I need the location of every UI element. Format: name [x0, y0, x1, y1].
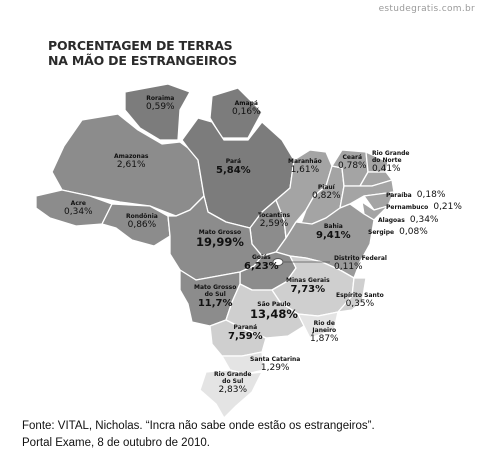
label-rn: Rio Grande do Norte 0,41% [372, 150, 410, 174]
source-line-2: Portal Exame, 8 de outubro de 2010. [22, 437, 210, 449]
label-amazonas: Amazonas 2,61% [114, 153, 149, 170]
label-pb: Paraíba 0,18% [386, 190, 446, 200]
df-marker [272, 258, 284, 266]
watermark: estudegratis.com.br [378, 4, 475, 14]
label-rs: Rio Grande do Sul 2,83% [214, 371, 252, 395]
title-line-1: PORCENTAGEM DE TERRAS [48, 38, 233, 53]
label-ceara: Ceará 0,78% [338, 154, 367, 171]
state-shape-es [337, 277, 367, 313]
label-rondonia: Rondônia 0,86% [126, 213, 158, 230]
label-al: Alagoas 0,34% [378, 215, 439, 225]
source-line-1: Fonte: VITAL, Nicholas. “Incra não sabe … [22, 420, 375, 432]
label-sc: Santa Catarina 1,29% [250, 356, 301, 373]
label-amapa: Amapá 0,16% [232, 100, 261, 117]
source-citation: Fonte: VITAL, Nicholas. “Incra não sabe … [22, 418, 477, 452]
label-rj: Rio de Janeiro 1,87% [310, 320, 339, 344]
label-pe: Pernambuco 0,21% [386, 202, 462, 212]
state-shape-rs [199, 369, 263, 419]
label-roraima: Roraima 0,59% [146, 95, 175, 112]
label-piaui: Piauí 0,82% [312, 184, 341, 201]
state-shape-rj [297, 311, 339, 339]
title-line-2: NA MÃO DE ESTRANGEIROS [48, 53, 237, 68]
label-bahia: Bahia 9,41% [316, 223, 351, 241]
state-shape-pe [339, 179, 395, 209]
label-para: Pará 5,84% [216, 158, 251, 176]
label-acre: Acre 0,34% [64, 200, 93, 217]
state-shape-se [361, 201, 389, 221]
label-tocantins: Tocantins 2,59% [258, 212, 291, 229]
label-sp: São Paulo 13,48% [250, 301, 298, 321]
label-goias: Goiás 6,23% [244, 254, 279, 272]
state-shape-roraima [124, 83, 191, 141]
label-mato-grosso: Mato Grosso 19,99% [196, 229, 244, 249]
map-title: PORCENTAGEM DE TERRAS NA MÃO DE ESTRANGE… [48, 38, 237, 68]
label-parana: Paraná 7,59% [228, 324, 263, 342]
label-df: Distrito Federal 0,11% [334, 255, 387, 272]
state-shape-amapa [209, 87, 263, 139]
state-shape-rondonia [101, 203, 171, 247]
label-mg: Minas Gerais 7,73% [286, 277, 330, 295]
label-se: Sergipe 0,08% [368, 227, 428, 237]
label-es: Espírito Santo 0,35% [336, 292, 384, 309]
label-maranhao: Maranhão 1,61% [288, 158, 322, 175]
